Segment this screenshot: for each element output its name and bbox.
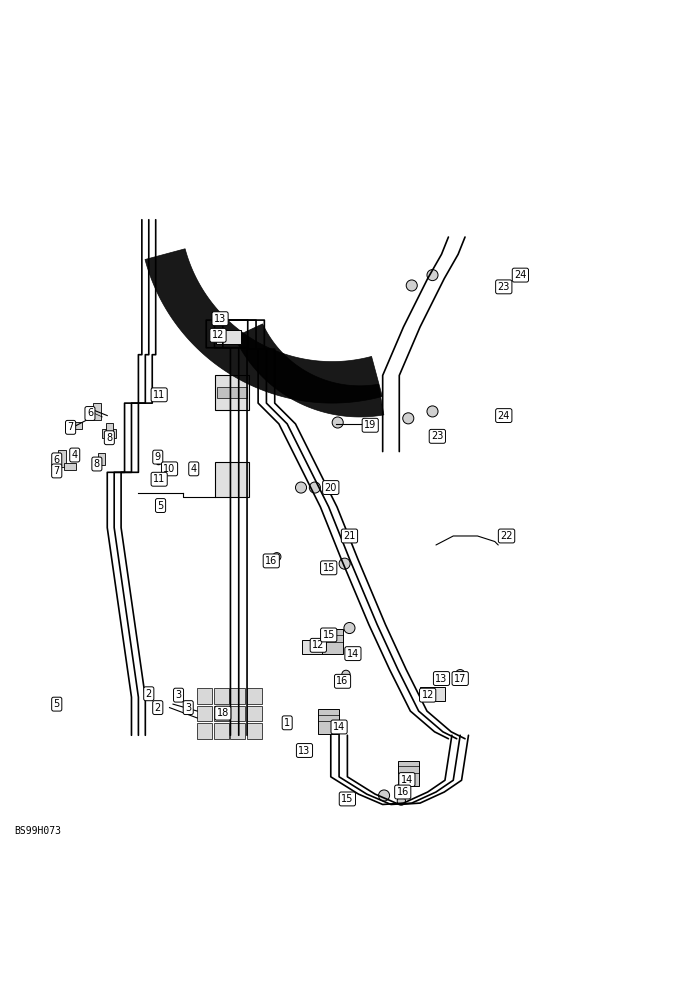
Text: 3: 3	[185, 703, 191, 713]
Text: 17: 17	[454, 674, 466, 684]
Bar	[64, 463, 76, 470]
Circle shape	[309, 482, 320, 493]
Circle shape	[339, 558, 350, 569]
Circle shape	[295, 482, 307, 493]
Text: 6: 6	[54, 455, 60, 465]
Text: 21: 21	[343, 531, 356, 541]
Bar	[214, 723, 228, 739]
Text: 7: 7	[53, 466, 60, 476]
Bar	[98, 453, 105, 465]
Text: 3: 3	[176, 690, 181, 700]
Text: 24: 24	[514, 270, 527, 280]
Polygon shape	[235, 324, 384, 417]
Text: 9: 9	[155, 452, 161, 462]
Bar	[398, 761, 419, 786]
Text: 13: 13	[298, 746, 311, 756]
Text: 14: 14	[347, 649, 359, 659]
Text: 12: 12	[212, 330, 224, 340]
Circle shape	[379, 790, 390, 801]
Circle shape	[273, 553, 281, 561]
Text: 8: 8	[94, 459, 100, 469]
Circle shape	[406, 280, 417, 291]
Text: 10: 10	[163, 464, 176, 474]
Bar	[246, 723, 262, 739]
Circle shape	[396, 784, 407, 795]
Bar	[246, 688, 262, 704]
Text: 2: 2	[145, 689, 152, 699]
Circle shape	[344, 622, 355, 634]
Text: 5: 5	[53, 699, 60, 709]
Text: 14: 14	[333, 722, 345, 732]
Text: 13: 13	[214, 314, 226, 324]
Bar	[215, 462, 249, 497]
Bar	[230, 706, 245, 721]
Bar	[69, 422, 82, 429]
Bar	[197, 706, 212, 721]
Bar	[197, 723, 212, 739]
Circle shape	[332, 417, 343, 428]
Text: 16: 16	[336, 676, 349, 686]
Text: 6: 6	[87, 408, 93, 418]
Text: 7: 7	[67, 422, 74, 432]
Text: 19: 19	[364, 420, 376, 430]
Text: 18: 18	[217, 708, 229, 718]
FancyBboxPatch shape	[420, 687, 445, 701]
Text: 12: 12	[312, 640, 325, 650]
Text: 4: 4	[191, 464, 197, 474]
FancyBboxPatch shape	[302, 640, 327, 654]
Text: 16: 16	[265, 556, 277, 566]
Text: 15: 15	[322, 630, 335, 640]
Text: 23: 23	[431, 431, 444, 441]
Text: 24: 24	[498, 411, 510, 421]
Bar	[322, 629, 343, 654]
Bar	[217, 387, 247, 398]
Bar	[102, 429, 116, 438]
Circle shape	[397, 797, 406, 805]
Polygon shape	[145, 249, 382, 403]
Bar	[197, 688, 212, 704]
Text: 13: 13	[435, 674, 448, 684]
Bar	[246, 706, 262, 721]
Text: 8: 8	[107, 433, 112, 443]
Bar	[230, 723, 245, 739]
Text: 23: 23	[498, 282, 510, 292]
Circle shape	[427, 406, 438, 417]
Circle shape	[342, 670, 350, 679]
Text: BS99H073: BS99H073	[14, 826, 61, 836]
Circle shape	[403, 413, 414, 424]
Text: 14: 14	[401, 775, 413, 785]
Text: 2: 2	[154, 703, 161, 713]
Bar	[106, 423, 113, 436]
FancyBboxPatch shape	[216, 330, 241, 344]
Bar	[214, 706, 228, 721]
Text: 11: 11	[153, 390, 165, 400]
Text: 15: 15	[322, 563, 335, 573]
Text: 4: 4	[72, 450, 78, 460]
Text: 16: 16	[397, 787, 409, 797]
Bar	[318, 709, 339, 734]
Text: 12: 12	[421, 690, 434, 700]
Bar	[93, 403, 101, 420]
Text: 11: 11	[153, 474, 165, 484]
Circle shape	[427, 270, 438, 281]
Bar	[215, 375, 249, 410]
Text: 1: 1	[284, 718, 290, 728]
Text: 22: 22	[500, 531, 513, 541]
Text: 15: 15	[341, 794, 354, 804]
Bar	[58, 450, 66, 467]
Bar	[214, 688, 228, 704]
Bar	[230, 688, 245, 704]
Circle shape	[455, 670, 465, 679]
Text: 20: 20	[325, 483, 337, 493]
Text: 5: 5	[157, 501, 164, 511]
